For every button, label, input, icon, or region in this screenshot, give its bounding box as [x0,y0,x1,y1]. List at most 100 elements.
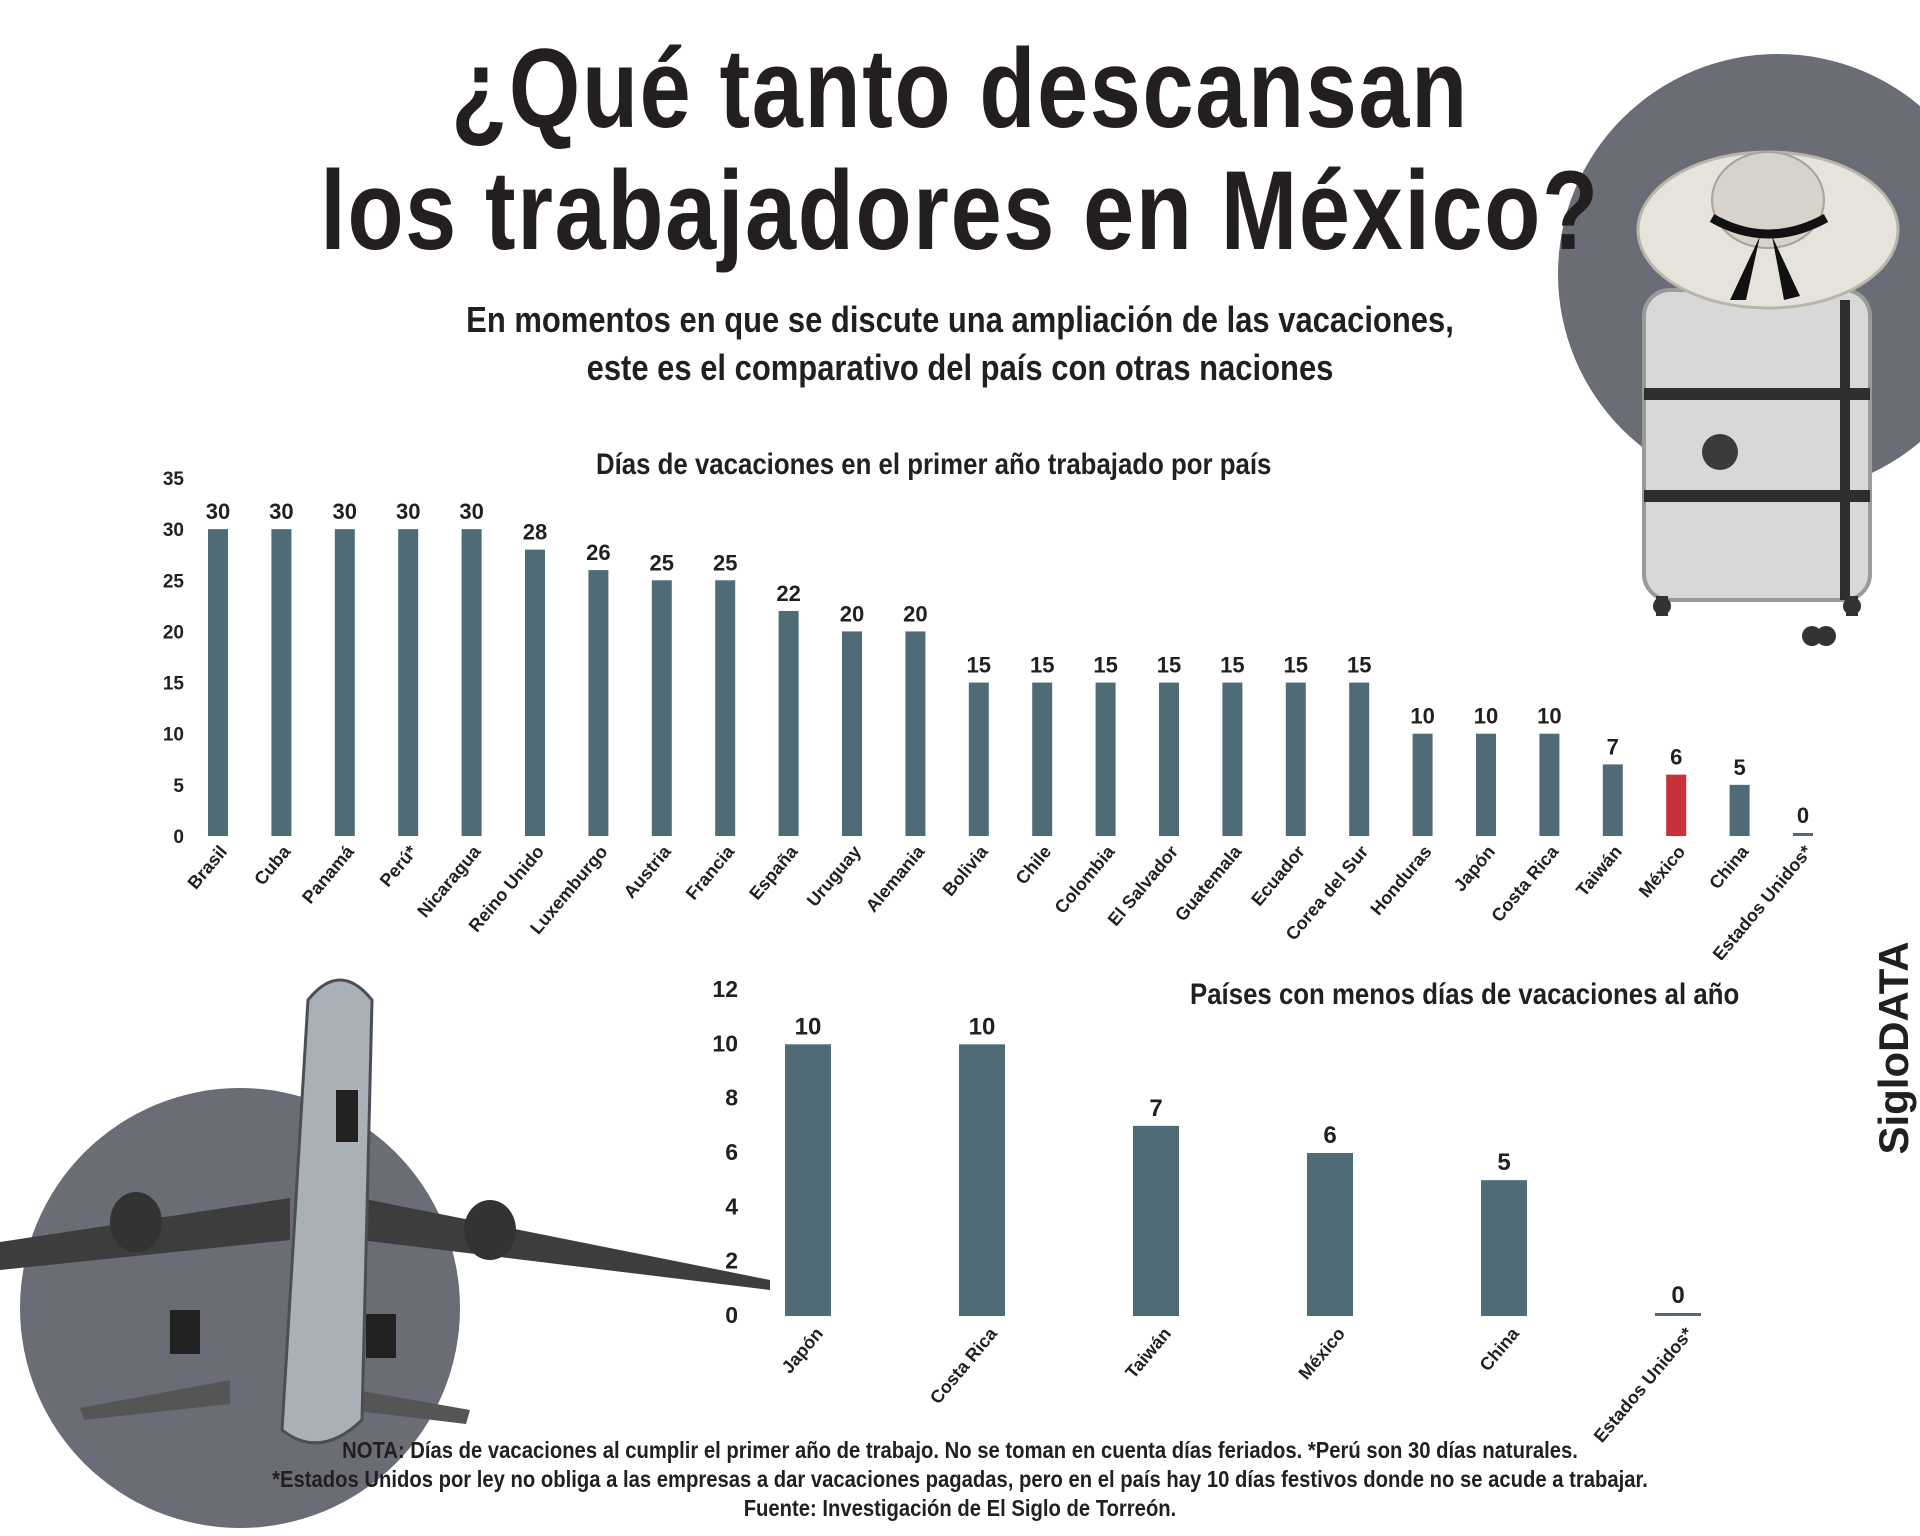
category-label: México [1295,1324,1350,1384]
bar-m-xico [1307,1153,1353,1316]
data-label: 10 [1474,704,1498,729]
notes-block: NOTA: Días de vacaciones al cumplir el p… [0,1436,1920,1523]
y-tick-label: 5 [173,776,184,797]
chart-1-title: Días de vacaciones en el primer año trab… [596,448,1272,481]
y-tick-label: 20 [163,622,184,643]
title-line-1: ¿Qué tanto descansan [451,26,1469,151]
y-tick-label: 0 [173,827,184,848]
subtitle-line-1: En momentos en que se discute una amplia… [466,299,1454,340]
bar-jap-n [785,1044,831,1316]
data-label: 10 [795,1013,822,1040]
bar-austria [651,580,672,836]
data-label: 10 [1537,704,1561,729]
data-label: 6 [1670,745,1682,770]
category-label: Taiwán [1121,1324,1175,1383]
data-label: 6 [1323,1122,1336,1149]
bar-m-xico [1666,774,1687,836]
bar-taiw-n [1602,764,1623,836]
title-line-2: los trabajadores en México? [320,148,1600,273]
data-label: 25 [713,550,737,575]
bar-cuba [271,529,292,836]
data-label: 30 [206,499,230,524]
data-label: 0 [1797,803,1809,828]
bar-el-salvador [1159,682,1179,836]
bar-uruguay [842,631,862,836]
bar-reino-unido [525,549,545,836]
bar-per [398,529,419,836]
bar-guatemala [1222,682,1243,836]
data-label: 30 [459,499,483,524]
y-tick-label: 2 [725,1248,738,1274]
y-tick-label: 4 [725,1193,738,1219]
bar-china [1481,1180,1527,1316]
bar-espa-a [778,610,799,836]
bar-francia [715,580,736,836]
data-label: 10 [1410,704,1434,729]
bar-china [1729,784,1750,836]
data-label: 25 [650,550,674,575]
data-label: 0 [1671,1282,1684,1309]
data-label: 15 [1347,653,1371,678]
y-tick-label: 12 [712,976,738,1002]
data-label: 22 [776,581,800,606]
bar-estados-unidos [1655,1313,1701,1316]
page-title: ¿Qué tanto descansan los trabajadores en… [173,28,1747,272]
data-label: 5 [1497,1149,1510,1176]
brand-logo: SigloDATA [1870,941,1917,1155]
y-tick-label: 35 [163,469,185,490]
y-tick-label: 10 [163,725,184,746]
category-label: Japón [778,1324,827,1377]
y-tick-label: 0 [725,1302,738,1328]
data-label: 5 [1733,755,1745,780]
fewest-vacation-days-chart: 0 2 4 6 8 10 12 10 Japón 10 Costa Rica 7 Taiwán 6 Méxi… [712,976,1701,1446]
note-line-2: *Estados Unidos por ley no obliga a las … [272,1466,1648,1492]
data-label: 20 [903,601,927,626]
y-tick-label: 25 [163,571,185,592]
data-label: 30 [269,499,293,524]
y-tick-label: 8 [725,1085,738,1111]
bar-brasil [208,529,228,836]
data-label: 30 [333,499,357,524]
data-label: 15 [1030,653,1054,678]
data-label: 10 [969,1013,996,1040]
data-label: 26 [586,540,610,565]
data-label: 28 [523,520,547,545]
data-label: 15 [967,653,991,678]
source-line: Fuente: Investigación de El Siglo de Tor… [743,1495,1177,1521]
chart-2-title: Países con menos días de vacaciones al a… [1190,978,1740,1011]
note-line-1: NOTA: Días de vacaciones al cumplir el p… [342,1437,1578,1463]
data-label: 7 [1149,1095,1162,1122]
vacation-days-by-country-chart: 0510152025303530Brasil30Cuba30Panamá30Pe… [163,469,1816,960]
data-label: 20 [840,601,864,626]
data-label: 15 [1284,653,1308,678]
y-tick-label: 15 [163,674,185,695]
bar-corea-del-sur [1349,682,1370,836]
bar-estados-unidos [1793,833,1813,836]
bar-costa-rica [959,1044,1005,1316]
category-label: Estados Unidos* [1590,1324,1697,1446]
y-tick-label: 6 [725,1139,738,1165]
data-label: 15 [1220,653,1244,678]
data-label: 15 [1093,653,1117,678]
subtitle-line-2: este es el comparativo del país con otra… [586,347,1334,388]
bar-jap-n [1476,733,1496,836]
bar-ecuador [1285,682,1306,836]
bar-colombia [1095,682,1116,836]
bar-panam [334,529,355,836]
bar-chile [1032,682,1053,836]
bar-honduras [1412,733,1433,836]
bar-luxemburgo [588,570,609,836]
y-tick-label: 30 [163,520,184,541]
bar-taiw-n [1133,1125,1179,1316]
airplane-backdrop-circle [20,1088,460,1528]
category-label: China [1476,1323,1524,1375]
bar-nicaragua [461,529,482,836]
category-label: Costa Rica [926,1323,1002,1408]
bar-alemania [905,631,926,836]
data-label: 15 [1157,653,1181,678]
y-tick-label: 10 [712,1030,738,1056]
bar-bolivia [968,682,989,836]
page-subtitle: En momentos en que se discute una amplia… [134,296,1785,392]
data-label: 7 [1607,734,1619,759]
data-label: 30 [396,499,420,524]
